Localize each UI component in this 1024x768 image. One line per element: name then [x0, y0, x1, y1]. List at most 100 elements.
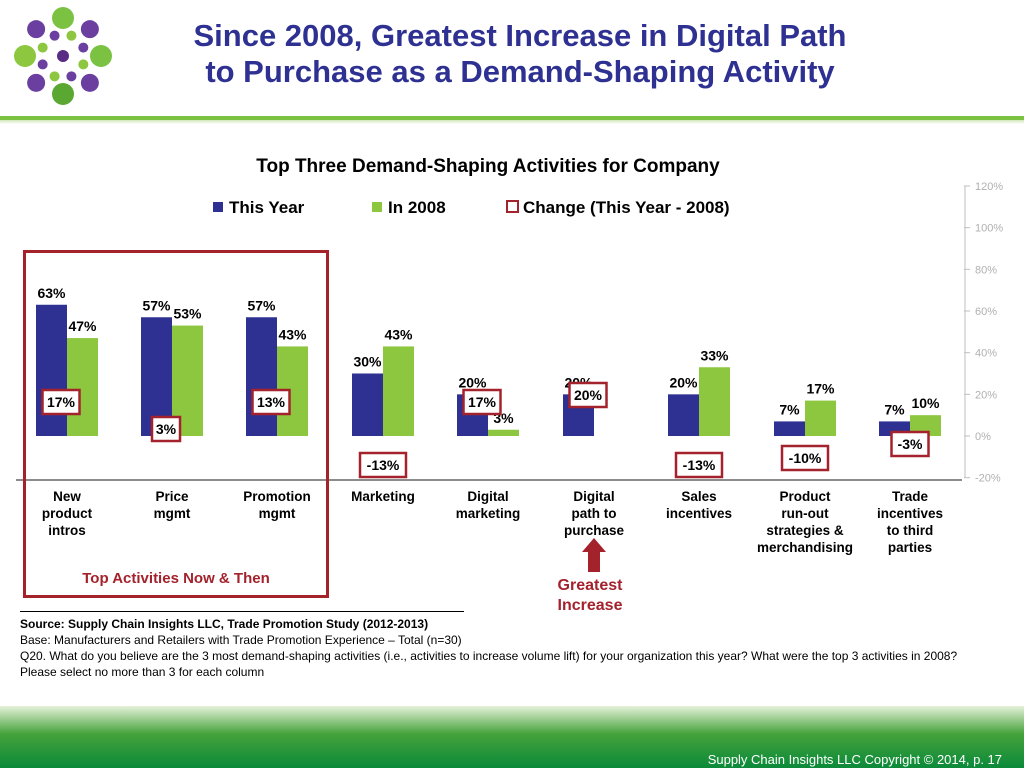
- bar-this-year: [352, 373, 383, 436]
- category-label: mgmt: [154, 506, 191, 521]
- category-label: run-out: [781, 506, 829, 521]
- label-this-year: 7%: [884, 401, 905, 417]
- greatest-increase-label: Greatest Increase: [540, 576, 640, 616]
- change-box: [41, 388, 81, 416]
- greatest-increase-arrow-icon: [582, 538, 606, 572]
- category-label: Digital: [467, 489, 508, 504]
- y-tick-label: 60%: [975, 306, 997, 318]
- footer-copyright: Supply Chain Insights LLC Copyright © 20…: [707, 752, 1002, 767]
- logo-dot: [37, 42, 48, 53]
- change-label: 3%: [156, 421, 177, 437]
- legend-swatch-0: [213, 202, 223, 212]
- logo-dot: [78, 59, 89, 70]
- bar-this-year: [774, 421, 805, 436]
- footer-band: [0, 706, 1024, 768]
- legend-swatch-change: [506, 200, 519, 213]
- logo-dot: [27, 20, 46, 39]
- logo-dot: [57, 50, 69, 62]
- change-box: [890, 430, 930, 458]
- change-label: 17%: [468, 394, 497, 410]
- change-box: [150, 415, 182, 443]
- change-box: [462, 388, 502, 416]
- y-tick-label: -20%: [975, 473, 1001, 485]
- legend-label-1: In 2008: [388, 198, 446, 217]
- title-divider-shadow: [0, 120, 1024, 124]
- top-activities-highlight-box: [23, 250, 329, 598]
- category-label: parties: [888, 540, 932, 555]
- title-line-2: to Purchase as a Demand-Shaping Activity: [205, 54, 835, 89]
- label-this-year: 57%: [142, 297, 171, 313]
- label-this-year: 7%: [779, 401, 800, 417]
- category-label: incentives: [877, 506, 943, 521]
- question-line: Q20. What do you believe are the 3 most …: [20, 649, 958, 679]
- label-in-2008: 33%: [700, 347, 729, 363]
- source-notes: Source: Supply Chain Insights LLC, Trade…: [20, 616, 980, 680]
- y-tick-label: 120%: [975, 181, 1003, 193]
- greatest-increase-line-1: Greatest: [557, 577, 623, 594]
- category-label: path to: [572, 506, 617, 521]
- source-line: Source: Supply Chain Insights LLC, Trade…: [20, 617, 429, 631]
- logo-dot: [49, 71, 60, 82]
- footnote-divider: [20, 611, 464, 612]
- title-line-1: Since 2008, Greatest Increase in Digital…: [193, 18, 847, 53]
- change-box: [358, 451, 408, 479]
- bar-this-year: [246, 317, 277, 436]
- y-tick-label: 100%: [975, 223, 1003, 235]
- change-label: -13%: [683, 457, 716, 473]
- change-label: -13%: [367, 457, 400, 473]
- change-label: 20%: [574, 387, 603, 403]
- category-label: intros: [48, 523, 86, 538]
- logo-dot: [27, 73, 46, 92]
- category-label: Digital: [573, 489, 614, 504]
- demand-shaping-chart: Top Three Demand-Shaping Activities for …: [16, 156, 1003, 572]
- logo-dot: [80, 73, 99, 92]
- logo-dot: [80, 20, 99, 39]
- category-label: Trade: [892, 489, 929, 504]
- category-label: Marketing: [351, 489, 415, 504]
- category-label: New: [53, 489, 81, 504]
- chart-title: Top Three Demand-Shaping Activities for …: [256, 156, 720, 177]
- category-label: marketing: [456, 506, 521, 521]
- category-label: Sales: [681, 489, 716, 504]
- bar-in-2008: [805, 400, 836, 436]
- page-title: Since 2008, Greatest Increase in Digital…: [120, 18, 920, 90]
- change-box: [674, 451, 724, 479]
- change-label: 13%: [257, 394, 286, 410]
- category-label: incentives: [666, 506, 732, 521]
- company-logo: [14, 7, 112, 105]
- change-label: 17%: [47, 394, 76, 410]
- label-this-year: 57%: [247, 297, 276, 313]
- y-tick-label: 0%: [975, 431, 991, 443]
- category-label: Product: [779, 489, 831, 504]
- category-label: merchandising: [757, 540, 853, 555]
- legend-swatch-1: [372, 202, 382, 212]
- label-this-year: 30%: [353, 354, 382, 370]
- label-in-2008: 17%: [806, 381, 835, 397]
- logo-dot: [49, 30, 60, 41]
- label-in-2008: 10%: [911, 395, 940, 411]
- logo-dot: [66, 71, 77, 82]
- label-in-2008: 43%: [278, 326, 307, 342]
- label-in-2008: 47%: [68, 318, 97, 334]
- category-label: strategies &: [766, 523, 844, 538]
- logo-dot: [14, 45, 36, 67]
- legend-label-0: This Year: [229, 198, 305, 217]
- label-in-2008: 43%: [384, 326, 413, 342]
- category-label: Price: [155, 489, 189, 504]
- bar-in-2008: [67, 338, 98, 436]
- label-in-2008: 53%: [173, 306, 202, 322]
- change-label: -10%: [789, 450, 822, 466]
- category-label: product: [42, 506, 93, 521]
- logo-dot: [52, 7, 74, 29]
- logo-dot: [78, 42, 89, 53]
- category-label: mgmt: [259, 506, 296, 521]
- logo-dot: [90, 45, 112, 67]
- category-label: Promotion: [243, 489, 311, 504]
- title-divider: [0, 116, 1024, 120]
- bar-in-2008: [488, 429, 519, 436]
- change-box: [568, 381, 608, 409]
- top-activities-caption: Top Activities Now & Then: [82, 570, 270, 587]
- y-tick-label: 40%: [975, 348, 997, 360]
- change-box: [251, 388, 291, 416]
- bar-this-year: [668, 394, 699, 436]
